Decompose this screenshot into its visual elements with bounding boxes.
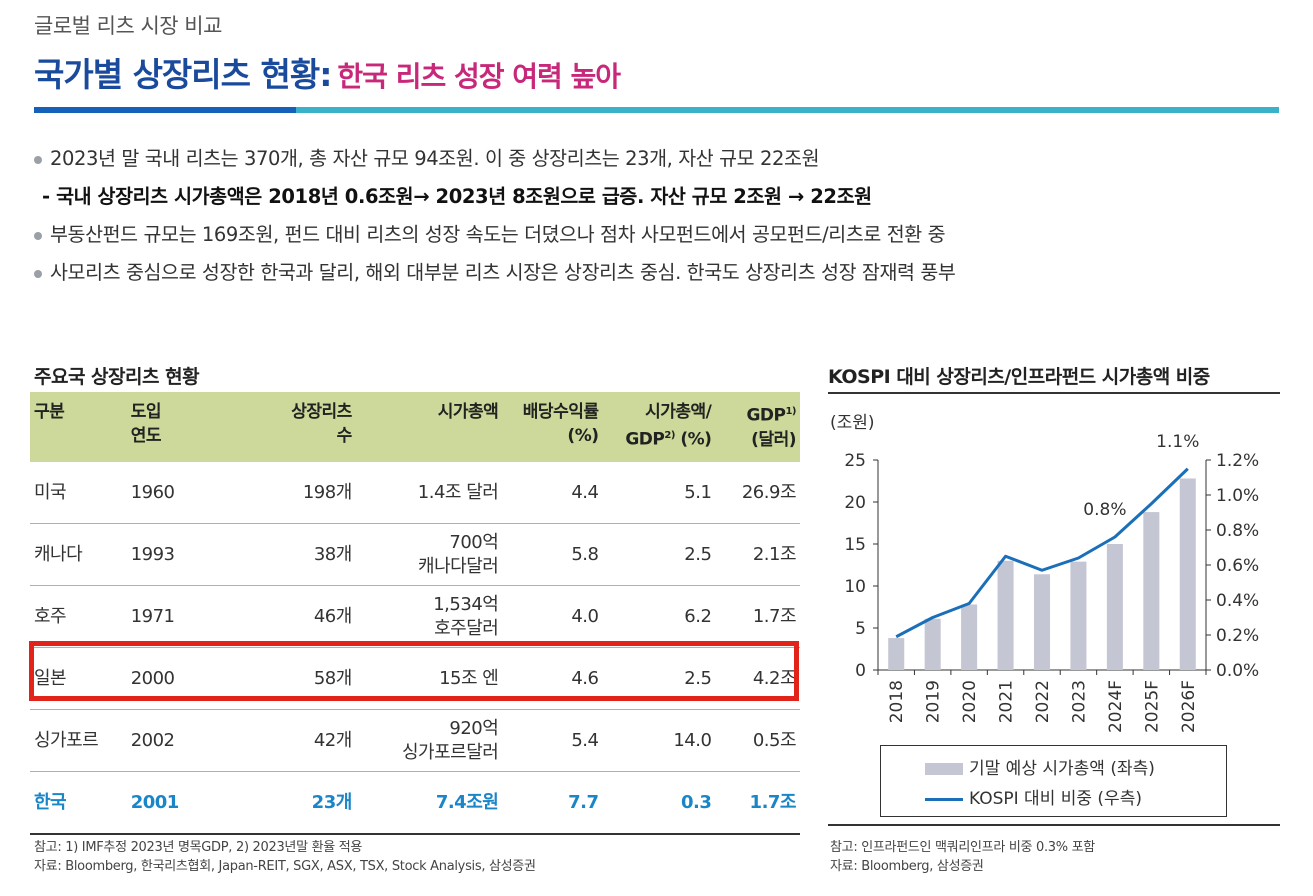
x-tick-label: 2023 [1069, 680, 1089, 723]
bullet-list: 2023년 말 국내 리츠는 370개, 총 자산 규모 94조원. 이 중 상… [34, 146, 1284, 298]
title-rule-blue [34, 107, 296, 113]
chart-legend: 기말 예상 시가총액 (좌측) KOSPI 대비 비중 (우측) [880, 745, 1227, 817]
line-annotation: 0.8% [1083, 500, 1126, 520]
y-tick-label-right: 0.2% [1216, 626, 1259, 646]
title-rule-teal [296, 107, 1279, 113]
table-title: 주요국 상장리츠 현황 [34, 366, 200, 388]
table-row: 싱가포르 2002 42개 920억 싱가포르달러 5.4 14.0 0.5조 [30, 709, 800, 772]
y-tick-label-left: 25 [844, 451, 866, 471]
y-tick-label-right: 0.4% [1216, 591, 1259, 611]
chart-unit-label: (조원) [830, 413, 875, 433]
bullet-subitem: - 국내 상장리츠 시가총액은 2018년 0.6조원→ 2023년 8조원으로… [42, 185, 872, 208]
bar-2021 [997, 560, 1014, 670]
chart-title-rule [828, 392, 1280, 394]
table-header-row: 구분 도입 연도 상장리츠 수 시가총액 배당수익률 (%) 시가총액/GDP2) (… [30, 392, 800, 462]
legend-line-swatch-icon [925, 797, 963, 801]
section-subtitle: 글로벌 리츠 시장 비교 [34, 14, 222, 38]
x-tick-label: 2024F [1106, 680, 1126, 733]
x-tick-label: 2019 [924, 680, 944, 723]
title-main: 국가별 상장리츠 현황: [34, 55, 332, 94]
chart-source: 자료: Bloomberg, 삼성증권 [830, 859, 984, 874]
col-header-marketcap: 시가총액 [355, 392, 503, 462]
y-tick-label-left: 20 [844, 493, 866, 513]
bar-2019 [924, 618, 941, 670]
y-tick-label-right: 0.8% [1216, 521, 1259, 541]
col-header-year: 도입 연도 [126, 392, 220, 462]
x-tick-label: 2020 [960, 680, 980, 723]
bar-2024F [1106, 544, 1123, 670]
y-tick-label-left: 5 [855, 619, 866, 639]
legend-item-line: KOSPI 대비 비중 (우측) [925, 784, 1142, 809]
chart-title: KOSPI 대비 상장리츠/인프라펀드 시가총액 비중 [828, 366, 1210, 388]
x-tick-label: 2018 [887, 680, 907, 723]
market-cap-chart: 0 5 10 15 20 25 0.0% 0.2% 0.4% 0.6% 0.8% 1.0% 1.2% 20… [844, 432, 1259, 733]
bar-2025F [1143, 512, 1160, 670]
table-row: 캐나다 1993 38개 700억 캐나다달러 5.8 2.5 2.1조 [30, 523, 800, 586]
page-title: 국가별 상장리츠 현황: 한국 리츠 성장 여력 높아 [34, 48, 621, 96]
legend-item-bar: 기말 예상 시가총액 (좌측) [925, 754, 1155, 779]
x-tick-label: 2025F [1142, 680, 1162, 733]
y-tick-label-right: 1.0% [1216, 486, 1259, 506]
table-row-korea: 한국 2001 23개 7.4조원 7.7 0.3 1.7조 [30, 771, 800, 835]
x-tick-label: 2026F [1179, 680, 1199, 733]
bar-2026F [1179, 478, 1196, 670]
japan-highlight-box [29, 641, 799, 701]
y-tick-label-right: 1.2% [1216, 451, 1259, 471]
col-header-gdp: GDP1) (달러) [715, 392, 800, 462]
table-row: 호주 1971 46개 1,534억 호주달러 4.0 6.2 1.7조 [30, 585, 800, 648]
bullet-item: 2023년 말 국내 리츠는 370개, 총 자산 규모 94조원. 이 중 상… [34, 146, 1284, 184]
y-tick-label-right: 0.0% [1216, 661, 1259, 681]
bar-2020 [961, 604, 978, 670]
col-header-count: 상장리츠 수 [219, 392, 356, 462]
kospi-ratio-line [895, 467, 1189, 639]
col-header-yield: 배당수익률 (%) [502, 392, 603, 462]
table-row: 미국 1960 198개 1.4조 달러 4.4 5.1 26.9조 [30, 462, 800, 524]
line-annotation: 1.1% [1156, 432, 1199, 452]
legend-bar-swatch-icon [925, 763, 963, 775]
bullet-item: 부동산펀드 규모는 169조원, 펀드 대비 리츠의 성장 속도는 더뎠으나 점… [34, 222, 1284, 260]
bullet-item: 사모리츠 중심으로 성장한 한국과 달리, 해외 대부분 리츠 시장은 상장리츠… [34, 260, 1284, 298]
chart-bottom-rule [828, 824, 1280, 826]
x-tick-label: 2022 [1033, 680, 1053, 723]
bar-2023 [1070, 561, 1087, 670]
bullet-dot-icon [34, 269, 42, 278]
y-tick-label-left: 0 [855, 661, 866, 681]
y-tick-label-right: 0.6% [1216, 556, 1259, 576]
table-notes: 참고: 1) IMF추정 2023년 명목GDP, 2) 2023년말 환율 적… [34, 838, 536, 876]
y-tick-label-left: 10 [844, 577, 866, 597]
x-tick-label: 2021 [997, 680, 1017, 723]
bar-2018 [888, 638, 905, 670]
bullet-dot-icon [34, 231, 42, 240]
bar-2022 [1033, 574, 1051, 670]
table-source: 자료: Bloomberg, 한국리츠협회, Japan-REIT, SGX, … [34, 859, 536, 874]
title-accent: 한국 리츠 성장 여력 높아 [337, 60, 621, 93]
col-header-cap-gdp: 시가총액/GDP2) (%) [602, 392, 716, 462]
bullet-dot-icon [34, 155, 42, 164]
col-header-country: 구분 [30, 392, 127, 462]
y-tick-label-left: 15 [844, 535, 866, 555]
chart-note-1: 참고: 인프라펀드인 맥쿼리인프라 비중 0.3% 포함 [830, 840, 1095, 855]
reits-table: 구분 도입 연도 상장리츠 수 시가총액 배당수익률 (%) 시가총액/GDP2) (… [30, 392, 800, 835]
chart-notes: 참고: 인프라펀드인 맥쿼리인프라 비중 0.3% 포함 자료: Bloombe… [830, 838, 1095, 876]
table-note-1: 참고: 1) IMF추정 2023년 명목GDP, 2) 2023년말 환율 적… [34, 840, 363, 855]
